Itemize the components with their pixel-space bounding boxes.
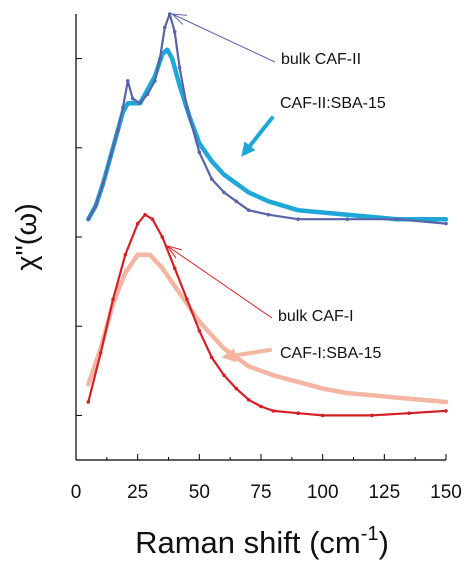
- x-tick-label-75: 75: [250, 482, 271, 503]
- data-point: [126, 79, 130, 83]
- series-line-caf-i-sba-15: [86, 252, 449, 405]
- annotation-arrow-head: [170, 13, 188, 25]
- data-point: [296, 411, 300, 416]
- series-caf-i-sba-15: [86, 252, 449, 405]
- data-point: [98, 351, 103, 355]
- annotation-label-caf-i-sba-15: CAF-I:SBA-15: [280, 345, 381, 362]
- data-point: [259, 404, 263, 409]
- data-point: [145, 92, 150, 97]
- data-point: [172, 266, 177, 271]
- data-point: [234, 386, 239, 391]
- data-point: [444, 409, 448, 413]
- x-tick-label-100: 100: [307, 482, 339, 503]
- data-point: [209, 355, 214, 360]
- annotation-bulk-caf-i: bulk CAF-I: [166, 245, 354, 325]
- data-point: [222, 190, 226, 195]
- data-point: [153, 79, 157, 83]
- series-line-bulk-caf-i: [87, 213, 447, 417]
- series-line-caf-ii-sba-15: [86, 47, 449, 222]
- series-caf-ii-sba-15: [86, 47, 449, 222]
- data-point: [135, 221, 140, 226]
- data-point: [163, 25, 167, 30]
- data-point: [407, 411, 411, 416]
- data-point: [111, 297, 115, 302]
- data-point: [370, 413, 374, 418]
- data-point: [123, 253, 128, 257]
- data-point: [121, 105, 125, 110]
- data-point: [177, 65, 182, 70]
- annotation-arrow-head: [166, 245, 182, 259]
- data-point: [158, 56, 162, 61]
- annotation-arrow-shaft: [233, 348, 272, 358]
- data-point: [444, 221, 448, 226]
- data-point: [185, 297, 189, 302]
- annotation-arrow-shaft: [247, 116, 274, 148]
- annotation-bulk-caf-ii: bulk CAF-II: [170, 13, 361, 68]
- data-point: [86, 217, 91, 221]
- data-point: [266, 212, 271, 217]
- data-point: [93, 204, 98, 208]
- x-tick-label-0: 0: [71, 482, 82, 503]
- x-tick-label-125: 125: [368, 482, 400, 503]
- data-point: [320, 413, 325, 418]
- annotation-caf-ii-sba-15: CAF-II:SBA-15: [241, 95, 386, 157]
- data-point: [172, 30, 177, 34]
- data-point: [138, 101, 142, 105]
- series-layer: [86, 12, 449, 418]
- data-point: [345, 217, 350, 221]
- series-line-bulk-caf-ii: [87, 12, 447, 225]
- data-point: [246, 208, 251, 212]
- data-point: [108, 154, 113, 159]
- annotation-label-bulk-caf-i: bulk CAF-I: [278, 308, 354, 325]
- x-tick-label-150: 150: [430, 482, 462, 503]
- annotation-arrow-head: [241, 141, 256, 157]
- data-point: [160, 235, 165, 239]
- annotations-layer: bulk CAF-II CAF-II:SBA-15 bulk CAF-I CAF-I:…: [166, 13, 386, 363]
- y-axis-title: χ"(ω): [11, 203, 43, 270]
- data-point: [246, 398, 251, 402]
- x-tick-label-25: 25: [127, 482, 148, 503]
- annotation-caf-i-sba-15: CAF-I:SBA-15: [221, 345, 381, 363]
- data-point: [222, 373, 226, 378]
- annotation-arrow-head: [221, 348, 237, 363]
- annotation-label-caf-ii-sba-15: CAF-II:SBA-15: [280, 95, 386, 112]
- annotation-label-bulk-caf-ii: bulk CAF-II: [281, 51, 361, 68]
- axis-ticks: 0 25 50 75 100 125 150: [71, 58, 462, 503]
- data-point: [197, 328, 202, 333]
- data-point: [394, 217, 399, 221]
- x-axis-title-sup: -1: [361, 523, 379, 545]
- data-point: [185, 105, 189, 110]
- x-axis-title: Raman shift (cm-1): [135, 523, 389, 560]
- data-point: [150, 217, 155, 221]
- data-point: [116, 128, 120, 132]
- data-point: [130, 96, 135, 101]
- data-point: [143, 212, 147, 217]
- data-point: [296, 217, 300, 221]
- x-tick-label-50: 50: [189, 482, 210, 503]
- data-point: [167, 12, 172, 16]
- data-point: [86, 400, 91, 404]
- data-point: [234, 199, 239, 204]
- series-bulk-caf-i: [86, 212, 448, 418]
- series-bulk-caf-ii: [86, 12, 448, 226]
- x-axis-title-close: ): [379, 525, 389, 560]
- data-point: [197, 150, 202, 155]
- data-point: [271, 409, 276, 413]
- annotation-arrow-shaft: [166, 245, 273, 319]
- x-axis-title-main: Raman shift (cm: [135, 525, 361, 560]
- data-point: [101, 181, 105, 186]
- data-point: [209, 177, 214, 181]
- annotation-arrow-shaft: [171, 13, 276, 63]
